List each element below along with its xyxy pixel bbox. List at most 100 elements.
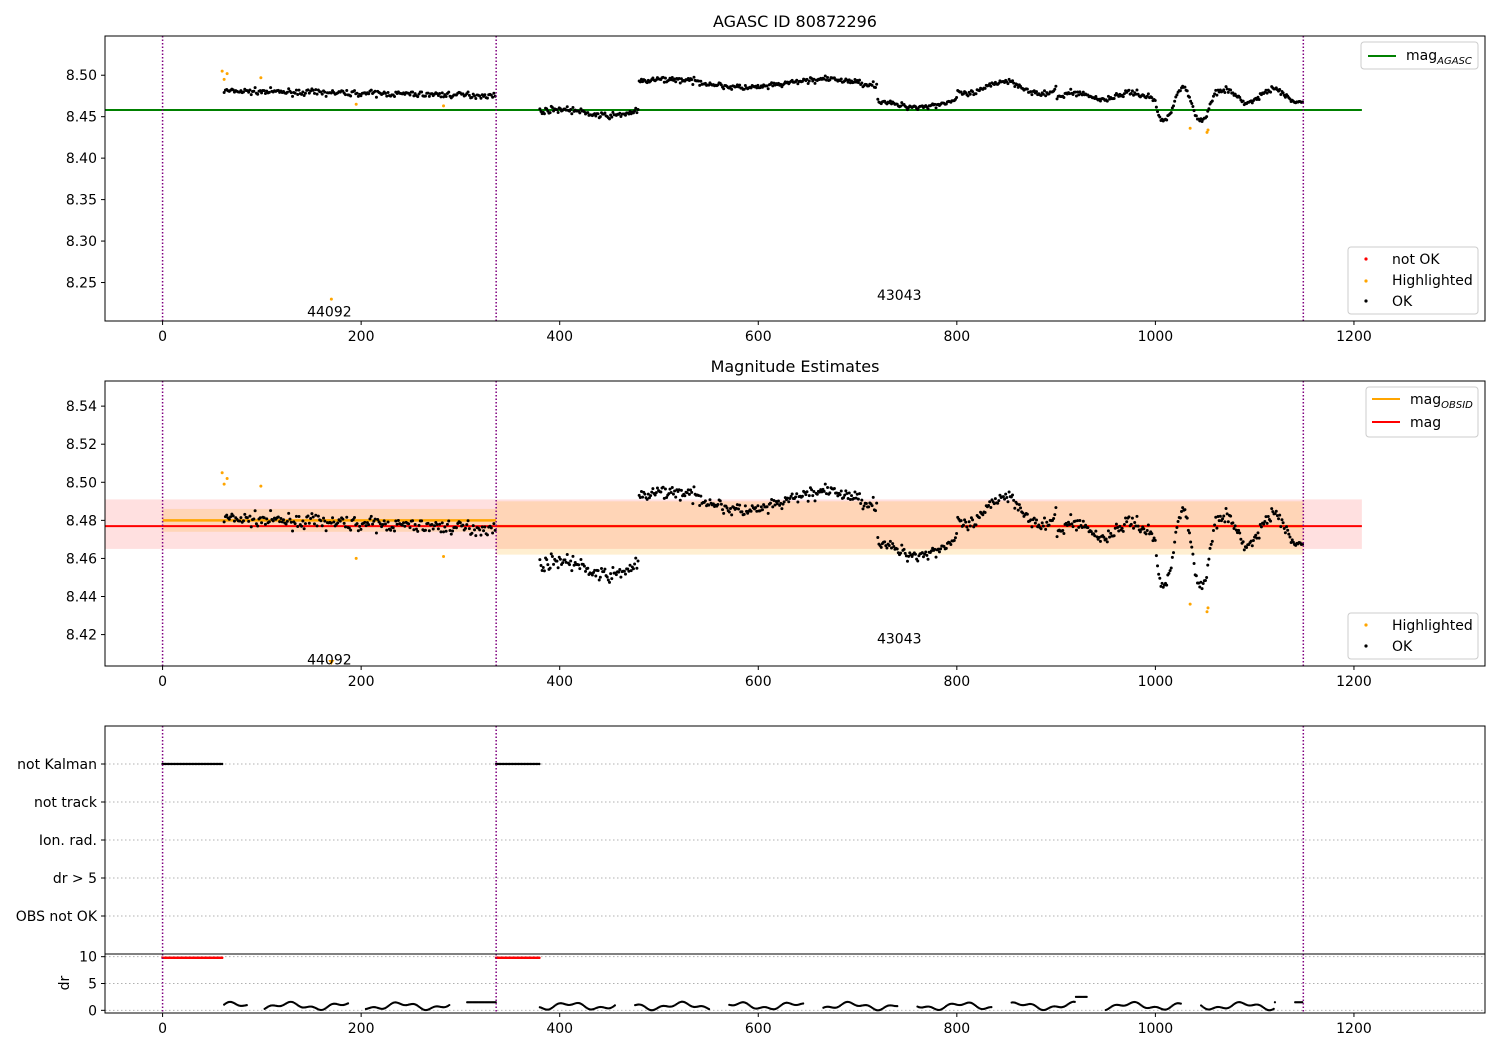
ok-point bbox=[1178, 516, 1182, 520]
ok-point bbox=[635, 111, 639, 115]
ok-point bbox=[373, 89, 377, 93]
ok-point bbox=[674, 80, 678, 84]
ok-point bbox=[483, 93, 487, 97]
ok-point bbox=[315, 92, 319, 96]
ok-point bbox=[1203, 578, 1207, 582]
ok-point bbox=[818, 490, 822, 494]
ok-point bbox=[1191, 105, 1195, 109]
ok-point bbox=[376, 517, 380, 521]
ok-point bbox=[1192, 109, 1196, 113]
ok-point bbox=[548, 111, 552, 115]
ok-point bbox=[1005, 495, 1009, 499]
ok-point bbox=[1108, 535, 1112, 539]
ok-point bbox=[1269, 519, 1273, 523]
ok-point bbox=[667, 492, 671, 496]
ok-point bbox=[338, 519, 342, 523]
ok-point bbox=[847, 491, 851, 495]
ok-point bbox=[953, 536, 957, 540]
ok-point bbox=[593, 112, 597, 116]
ok-point bbox=[1175, 525, 1179, 529]
ok-point bbox=[584, 569, 588, 573]
ok-point bbox=[447, 90, 451, 94]
ok-point bbox=[594, 114, 598, 118]
ok-point bbox=[391, 526, 395, 530]
ok-point bbox=[571, 106, 575, 110]
ok-point bbox=[403, 524, 407, 528]
ok-point bbox=[1174, 530, 1178, 534]
ok-point bbox=[322, 516, 326, 520]
ok-point bbox=[355, 522, 359, 526]
legend-label: magOBSID bbox=[1410, 392, 1473, 411]
ok-point bbox=[433, 524, 437, 528]
ok-point bbox=[352, 516, 356, 520]
ok-point bbox=[1185, 89, 1189, 93]
ok-point bbox=[1093, 534, 1097, 538]
ok-point bbox=[1104, 537, 1108, 541]
ok-point bbox=[1095, 535, 1099, 539]
ok-point bbox=[611, 566, 615, 570]
ok-point bbox=[653, 493, 657, 497]
ok-point bbox=[686, 488, 690, 492]
ok-point bbox=[617, 570, 621, 574]
ok-point bbox=[413, 523, 417, 527]
ok-point bbox=[378, 522, 382, 526]
ok-point bbox=[963, 518, 967, 522]
ok-point bbox=[646, 492, 650, 496]
ok-point bbox=[470, 531, 474, 535]
ok-point bbox=[1245, 546, 1249, 550]
ok-point bbox=[301, 519, 305, 523]
ok-point bbox=[431, 527, 435, 531]
ok-point bbox=[1263, 519, 1267, 523]
ok-point bbox=[743, 504, 747, 508]
ok-point bbox=[771, 505, 775, 509]
ok-point bbox=[241, 90, 245, 94]
ok-point bbox=[756, 83, 760, 87]
ok-point bbox=[1012, 81, 1016, 85]
ok-point bbox=[1030, 93, 1034, 97]
ok-point bbox=[891, 542, 895, 546]
ok-point bbox=[766, 87, 770, 91]
ok-point bbox=[411, 519, 415, 523]
legend-top: magOBSID mag bbox=[1365, 386, 1479, 438]
ok-point bbox=[1044, 527, 1048, 531]
ok-point bbox=[989, 505, 993, 509]
ok-point bbox=[301, 90, 305, 94]
highlighted-point bbox=[1205, 130, 1209, 134]
ok-point bbox=[1039, 527, 1043, 531]
ok-point bbox=[596, 112, 600, 116]
ok-point bbox=[691, 502, 695, 506]
ok-point bbox=[619, 575, 623, 579]
ok-point bbox=[1271, 510, 1275, 514]
ok-point bbox=[1080, 525, 1084, 529]
ok-point bbox=[1132, 526, 1136, 530]
y-tick-label: 8.50 bbox=[66, 68, 97, 84]
ok-point bbox=[249, 525, 253, 529]
ok-point bbox=[1225, 512, 1229, 516]
ok-point bbox=[444, 529, 448, 533]
ok-point bbox=[820, 490, 824, 494]
ok-point bbox=[805, 77, 809, 81]
highlighted-point bbox=[329, 297, 333, 301]
ok-point bbox=[256, 92, 260, 96]
ok-point bbox=[981, 513, 985, 517]
x-tick-label: 1000 bbox=[1138, 329, 1174, 345]
ok-point bbox=[1191, 552, 1195, 556]
ok-point bbox=[1089, 530, 1093, 534]
ok-point bbox=[420, 90, 424, 94]
ok-point bbox=[314, 88, 318, 92]
ok-point bbox=[779, 501, 783, 505]
ok-point bbox=[772, 499, 776, 503]
dr-point bbox=[448, 1003, 451, 1007]
panel-magnitude-estimates: Magnitude Estimates 44092 43043 0 200 400 60… bbox=[66, 357, 1486, 690]
ok-point bbox=[885, 546, 889, 550]
ok-point bbox=[1122, 523, 1126, 527]
ok-point bbox=[1011, 493, 1015, 497]
ok-point bbox=[734, 506, 738, 510]
ok-point bbox=[698, 504, 702, 508]
ok-point bbox=[770, 497, 774, 501]
ok-point bbox=[1172, 104, 1176, 108]
ok-point bbox=[900, 543, 904, 547]
ok-point bbox=[267, 90, 271, 94]
flag-category-label: OBS not OK bbox=[16, 909, 98, 925]
ok-point bbox=[420, 519, 424, 523]
